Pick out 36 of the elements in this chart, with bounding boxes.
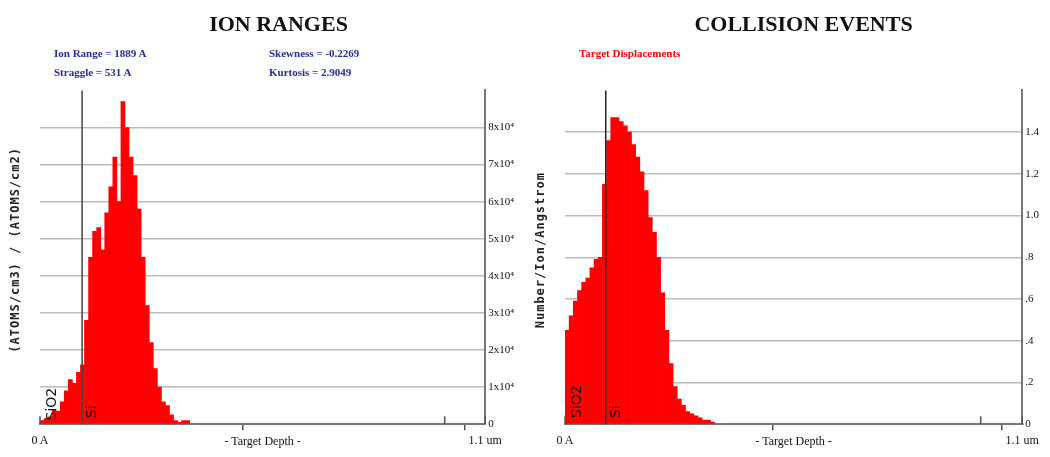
y-tick-label: .4 xyxy=(1025,333,1034,346)
y-tick-label: 6x10⁴ xyxy=(488,194,515,207)
x-tick-label: 0 A xyxy=(31,432,49,447)
y-tick-label: 3x10⁴ xyxy=(488,305,515,318)
x-tick-label: 1.1 um xyxy=(468,432,503,447)
chart-title: ION RANGES xyxy=(209,10,348,36)
y-tick-label: 4x10⁴ xyxy=(488,268,515,281)
x-tick-label: 0 A xyxy=(556,432,574,447)
y-tick-label: 0 xyxy=(1025,417,1032,430)
y-tick-label: 2x10⁴ xyxy=(488,342,515,355)
chart-title: COLLISION EVENTS xyxy=(694,10,913,36)
text: Skewness = -0.2269 xyxy=(269,47,360,60)
y-tick-label: 1.4 xyxy=(1025,125,1040,138)
y-tick-label: 1.2 xyxy=(1025,166,1039,179)
text: Kurtosis = 2.9049 xyxy=(269,66,352,79)
ref-line-label: Si xyxy=(606,405,623,419)
y-tick-label: 7x10⁴ xyxy=(488,157,515,170)
ref-line-label: Si xyxy=(83,405,100,419)
y-axis-title: (ATOMS/cm3) / (ATOMS/cm2) xyxy=(8,147,22,353)
y-tick-label: .6 xyxy=(1025,291,1034,304)
x-tick-label: 1.1 um xyxy=(1005,432,1040,447)
y-tick-label: 8x10⁴ xyxy=(488,120,515,133)
y-tick-label: .2 xyxy=(1025,375,1034,388)
x-axis-title: - Target Depth - xyxy=(755,433,832,448)
text: Target Displacements xyxy=(579,47,682,60)
text: Ion Range = 1889 A xyxy=(54,47,147,60)
y-tick-label: 1.0 xyxy=(1025,208,1040,221)
y-tick-label: 1x10⁴ xyxy=(488,380,515,392)
y-axis-title: Number/Ion/Angstrom xyxy=(533,171,547,329)
text: Straggle = 531 A xyxy=(54,66,132,79)
annotation: SiO2 xyxy=(568,385,585,418)
x-axis-title: - Target Depth - xyxy=(224,433,301,448)
y-tick-label: .8 xyxy=(1025,250,1034,263)
y-tick-label: 0 xyxy=(488,417,495,430)
y-tick-label: 5x10⁴ xyxy=(488,231,515,244)
annotation: SiO2 xyxy=(43,387,60,421)
